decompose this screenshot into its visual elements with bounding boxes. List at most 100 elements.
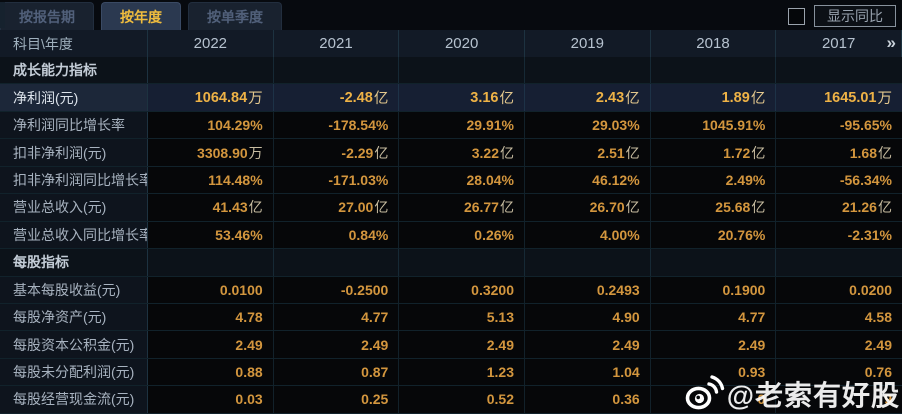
value-cell: 0.36 (524, 386, 651, 413)
value-cell: -171.03% (273, 166, 400, 194)
tab-by-year[interactable]: 按年度 (101, 2, 181, 30)
row-label: 每股经营现金流(元) (0, 386, 148, 413)
table-row: 净利润(元) 1064.84 万 -2.48 亿 3.16 亿 2.43 亿 1.89 亿 1645.… (0, 84, 902, 112)
table-header-row: 科目\年度 2022 2021 2020 2019 2018 2017 » (0, 30, 902, 57)
value-cell: 0.88 (148, 358, 274, 386)
left-edge-strip (0, 2, 5, 28)
unit-suffix: 亿 (499, 199, 514, 216)
row-label: 净利润同比增长率 (0, 111, 148, 139)
value-cell: 3.16 亿 (399, 84, 525, 111)
value-cell: 1045.91% (650, 111, 777, 139)
value-cell: 53.46% (148, 221, 274, 249)
year-header-2020: 2020 (399, 30, 525, 57)
value-cell (148, 249, 274, 276)
value-cell: 26.77 亿 (399, 194, 525, 221)
value-cell: 5.13 (399, 303, 525, 331)
value-cell (399, 57, 525, 84)
period-tab-bar: 按报告期 按年度 按单季度 显示同比 (0, 0, 902, 30)
table-row: 每股经营现金流(元) 0.03 0.25 0.52 0.36 0 9 (0, 386, 902, 414)
value-cell: 2.43 亿 (524, 84, 651, 111)
value-cell: 1.89 亿 (650, 84, 777, 111)
value-cell: 2.51 亿 (524, 139, 651, 166)
value-cell: -0.2500 (273, 276, 400, 303)
unit-suffix: 亿 (751, 199, 766, 216)
value-cell (524, 57, 651, 84)
value-cell: -95.65% (776, 111, 902, 139)
value-cell (148, 57, 274, 84)
value-cell: 4.58 (776, 303, 902, 331)
table-row: 每股资本公积金(元) 2.49 2.49 2.49 2.49 2.49 2.49 (0, 331, 902, 359)
row-label: 基本每股收益(元) (0, 276, 148, 303)
value-cell: 1.68 亿 (776, 139, 902, 166)
value-cell: 2.49 (650, 331, 777, 358)
value-cell: 114.48% (148, 166, 274, 194)
value-cell: 46.12% (524, 166, 651, 194)
unit-suffix: 万 (248, 144, 263, 161)
value-cell (776, 249, 902, 276)
table-row: 营业总收入同比增长率 53.46% 0.84% 0.26% 4.00% 20.76% -2.… (0, 221, 902, 250)
show-yoy-checkbox[interactable] (788, 7, 805, 25)
show-yoy-button[interactable]: 显示同比 (814, 5, 896, 27)
value-cell: 3.22 亿 (399, 139, 525, 166)
year-header-2021: 2021 (274, 30, 400, 57)
value-cell: 1.72 亿 (650, 139, 777, 166)
table-row: 扣非净利润(元) 3308.90 万 -2.29 亿 3.22 亿 2.51 亿 1.72 亿 1.6… (0, 139, 902, 167)
value-cell: 4.77 (273, 303, 400, 331)
value-cell: -2.29 亿 (273, 139, 400, 166)
value-cell: 3308.90 万 (148, 139, 274, 166)
value-cell: -178.54% (273, 111, 400, 139)
tab-by-single-quarter[interactable]: 按单季度 (188, 2, 282, 30)
value-cell: 0.2493 (524, 276, 651, 303)
value-cell: 0.25 (273, 386, 400, 413)
table-row: 净利润同比增长率 104.29% -178.54% 29.91% 29.03% 1045.… (0, 111, 902, 140)
unit-suffix: 亿 (625, 199, 640, 216)
corner-header: 科目\年度 (0, 30, 148, 57)
value-cell: 1.23 (399, 358, 525, 386)
section-header-row: 成长能力指标 (0, 57, 902, 85)
value-cell: 0.0200 (776, 276, 902, 303)
value-cell: 2.49 (524, 331, 651, 358)
table-row: 扣非净利润同比增长率 114.48% -171.03% 28.04% 46.12% 2.4… (0, 166, 902, 195)
year-header-2018: 2018 (651, 30, 777, 57)
value-cell: 0 (650, 386, 777, 413)
table-body: 成长能力指标 净利润(元) 1064.84 万 -2.48 亿 3.16 亿 2.43 亿 1.89… (0, 57, 902, 414)
value-cell (776, 57, 902, 84)
row-label: 每股指标 (0, 249, 148, 276)
value-cell: 20.76% (650, 221, 777, 249)
unit-suffix: 亿 (374, 199, 389, 216)
value-cell: 0.52 (399, 386, 525, 413)
value-cell: 2.49 (273, 331, 400, 358)
value-cell: 4.90 (524, 303, 651, 331)
tab-by-report-period[interactable]: 按报告期 (0, 2, 94, 30)
value-cell: 1064.84 万 (148, 84, 274, 111)
table-row: 每股净资产(元) 4.78 4.77 5.13 4.90 4.77 4.58 (0, 303, 902, 332)
more-years-chevron-icon[interactable]: » (886, 33, 897, 52)
unit-suffix: 亿 (374, 144, 389, 161)
value-cell: 2.49 (776, 331, 902, 358)
yoy-controls: 显示同比 (788, 5, 896, 27)
value-cell: 29.91% (399, 111, 525, 139)
value-cell: 1645.01 万 (776, 84, 902, 111)
value-cell: 0.87 (273, 358, 400, 386)
table-row: 基本每股收益(元) 0.0100 -0.2500 0.3200 0.2493 0.1900… (0, 276, 902, 304)
year-header-2019: 2019 (525, 30, 651, 57)
value-cell: -56.34% (776, 166, 902, 194)
value-cell: 28.04% (399, 166, 525, 194)
value-cell (650, 249, 777, 276)
value-cell: 9 (776, 386, 902, 413)
value-cell: 2.49 (399, 331, 525, 358)
value-cell (273, 57, 400, 84)
value-cell: 29.03% (524, 111, 651, 139)
row-label: 每股净资产(元) (0, 303, 148, 331)
value-cell: 0.1900 (650, 276, 777, 303)
value-cell: 4.78 (148, 303, 274, 331)
value-cell: 104.29% (148, 111, 274, 139)
value-cell: 2.49 (148, 331, 274, 358)
unit-suffix: 亿 (877, 199, 892, 216)
value-cell: 0.3200 (399, 276, 525, 303)
value-cell: 4.77 (650, 303, 777, 331)
row-label: 营业总收入同比增长率 (0, 221, 148, 249)
value-cell: 25.68 亿 (650, 194, 777, 221)
value-cell: 2.49% (650, 166, 777, 194)
value-cell: 1.04 (524, 358, 651, 386)
